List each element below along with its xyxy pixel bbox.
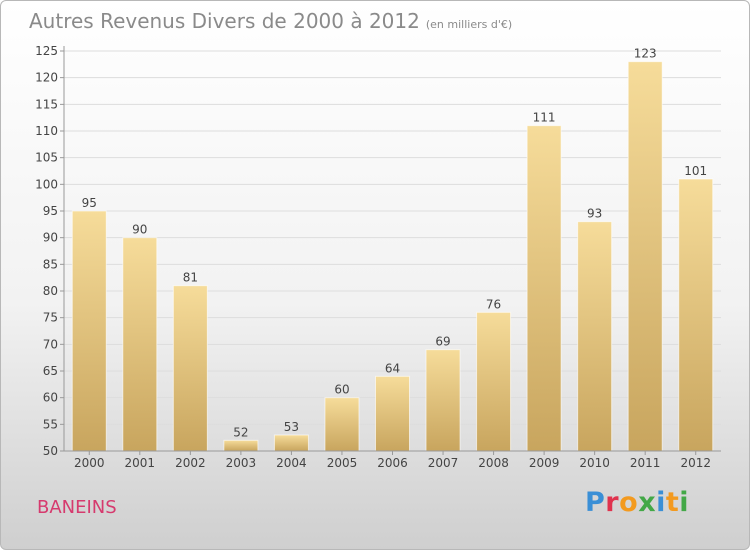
x-tick-label: 2007 — [428, 456, 459, 470]
bars: 95 90 81 52 53 60 64 69 76 111 93 123 101 — [71, 47, 714, 452]
bar-value-label: 81 — [183, 271, 198, 285]
bar-value-label: 52 — [233, 425, 248, 439]
x-tick-label: 2011 — [630, 456, 661, 470]
y-tick-label: 110 — [35, 124, 58, 138]
logo-letter: t — [665, 487, 680, 518]
bar-2004 — [273, 434, 309, 452]
axes: 50 55 60 65 70 75 80 85 90 95 100 105 110 115 120 125 20… — [35, 44, 721, 470]
bar-value-label: 95 — [82, 196, 97, 210]
bar-value-label: 90 — [132, 223, 147, 237]
bar-2002 — [172, 285, 208, 452]
bar-2011 — [627, 61, 663, 452]
x-tick-label: 2010 — [579, 456, 610, 470]
x-tick-label: 2003 — [226, 456, 257, 470]
y-tick-label: 105 — [35, 151, 58, 165]
bar-2003 — [223, 439, 259, 452]
y-tick-label: 50 — [43, 444, 58, 458]
chart-title-text: Autres Revenus Divers de 2000 à 2012 — [29, 9, 420, 33]
logo-letter: i — [679, 487, 690, 518]
x-tick-label: 2009 — [529, 456, 560, 470]
bar-2001 — [122, 237, 158, 452]
chart-subtitle: (en milliers d'€) — [425, 18, 513, 31]
bar-value-label: 111 — [533, 111, 556, 125]
y-tick-label: 90 — [43, 231, 58, 245]
bar-2007 — [425, 349, 461, 452]
bar-value-label: 123 — [634, 47, 657, 61]
bar-value-label: 69 — [435, 335, 450, 349]
logo-letter: o — [619, 487, 639, 518]
y-tick-label: 120 — [35, 71, 58, 85]
bar-2008 — [476, 311, 512, 452]
x-tick-label: 2000 — [74, 456, 105, 470]
bar-value-label: 60 — [334, 383, 349, 397]
x-tick-label: 2001 — [125, 456, 156, 470]
x-tick-label: 2005 — [327, 456, 358, 470]
y-tick-label: 100 — [35, 177, 58, 191]
x-tick-label: 2012 — [680, 456, 711, 470]
bar-2005 — [324, 397, 360, 452]
y-tick-label: 60 — [43, 391, 58, 405]
bar-value-label: 101 — [684, 164, 707, 178]
logo-letter: r — [605, 487, 620, 518]
x-tick-label: 2002 — [175, 456, 206, 470]
chart-title: Autres Revenus Divers de 2000 à 2012 (en … — [29, 9, 512, 33]
y-tick-label: 75 — [43, 311, 58, 325]
bar-2010 — [577, 221, 613, 452]
y-tick-label: 55 — [43, 417, 58, 431]
y-tick-label: 65 — [43, 364, 58, 378]
y-tick-label: 85 — [43, 257, 58, 271]
y-tick-label: 80 — [43, 284, 58, 298]
bar-2012 — [678, 178, 714, 452]
y-tick-label: 115 — [35, 97, 58, 111]
bar-value-label: 53 — [284, 420, 299, 434]
logo-letter: i — [656, 487, 666, 518]
bar-value-label: 93 — [587, 207, 602, 221]
bar-value-label: 64 — [385, 361, 400, 375]
y-tick-label: 70 — [43, 337, 58, 351]
logo-letter: P — [585, 487, 606, 518]
y-tick-label: 125 — [35, 44, 58, 58]
logo-letter: x — [638, 487, 657, 518]
commune-name: BANEINS — [37, 497, 117, 518]
x-tick-label: 2006 — [377, 456, 408, 470]
bar-2009 — [526, 125, 562, 452]
bar-value-label: 76 — [486, 297, 501, 311]
y-tick-label: 95 — [43, 204, 58, 218]
x-tick-label: 2008 — [478, 456, 509, 470]
bar-2000 — [71, 210, 107, 452]
x-tick-label: 2004 — [276, 456, 307, 470]
bar-2006 — [375, 375, 410, 452]
proxiti-logo: Proxiti — [585, 487, 689, 518]
